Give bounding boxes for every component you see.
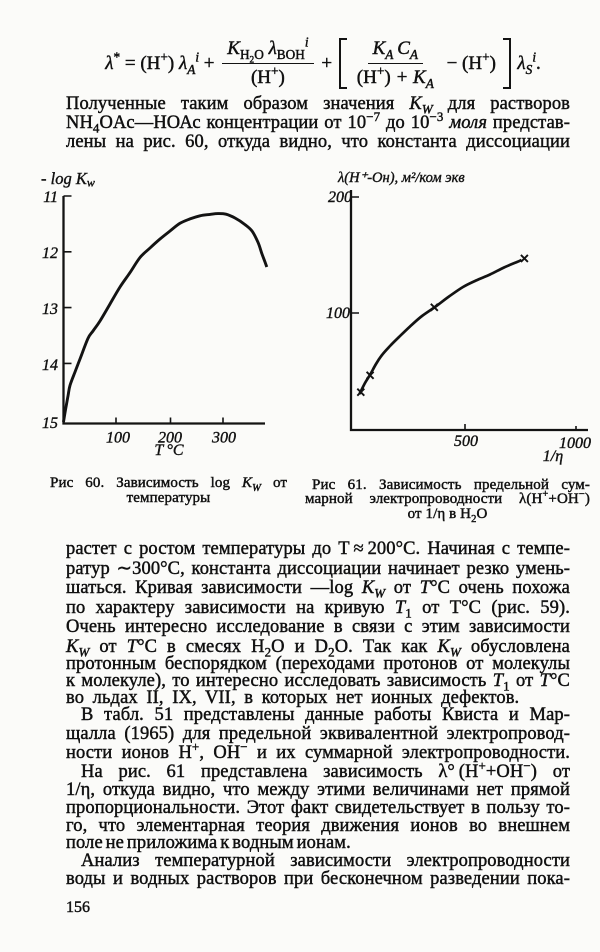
svg-text:λ(H⁺-Он), м²/ком экв: λ(H⁺-Он), м²/ком экв [337,170,465,186]
svg-text:12: 12 [42,245,58,262]
svg-text:200: 200 [158,430,182,447]
svg-text:T °C: T °C [154,442,184,459]
svg-text:100: 100 [326,305,350,322]
svg-text:- log Kw: - log Kw [41,169,95,190]
svg-text:200: 200 [328,189,352,206]
svg-text:11: 11 [43,189,58,206]
svg-text:1/η: 1/η [543,448,563,465]
svg-text:15: 15 [42,415,58,432]
svg-text:300: 300 [211,430,236,447]
svg-text:100: 100 [106,430,130,447]
svg-text:1000: 1000 [559,435,591,452]
svg-text:13: 13 [42,301,58,318]
svg-text:14: 14 [42,357,58,374]
svg-text:500: 500 [454,433,478,450]
